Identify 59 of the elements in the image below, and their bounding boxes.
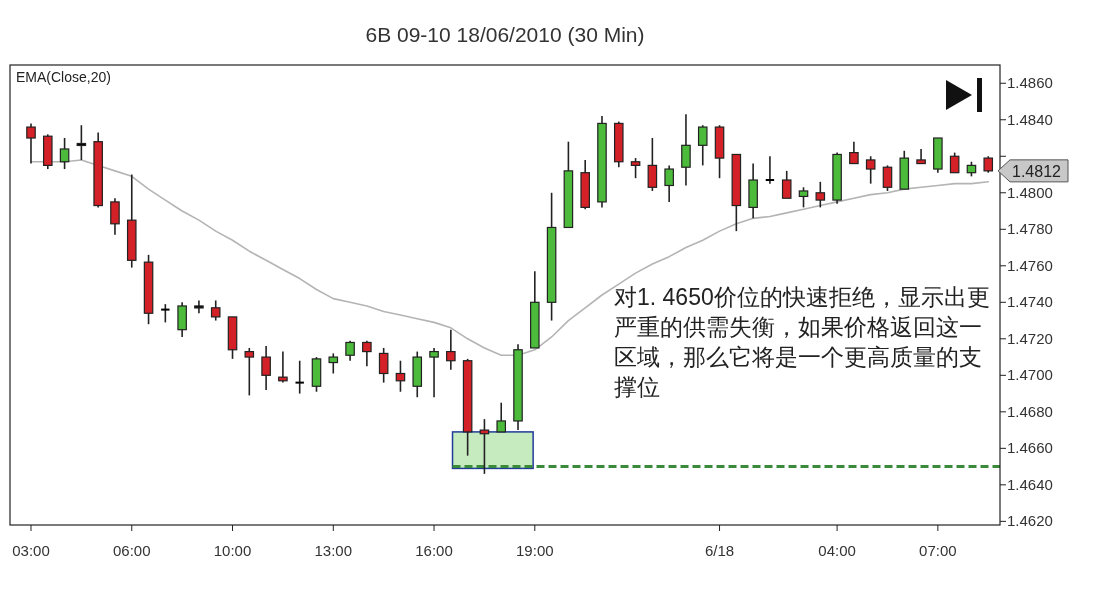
x-tick-label: 03:00 xyxy=(12,542,50,559)
candlestick xyxy=(210,299,221,322)
candlestick xyxy=(697,124,708,167)
y-tick-label: 1.4680 xyxy=(1007,402,1053,420)
candlestick xyxy=(160,303,171,324)
candlestick xyxy=(496,401,507,433)
candlestick xyxy=(26,122,36,165)
y-tick-label: 1.4860 xyxy=(1007,74,1053,92)
candlestick xyxy=(446,328,456,371)
x-tick-label: 10:00 xyxy=(213,542,252,559)
candlestick xyxy=(949,151,960,174)
candlestick xyxy=(815,181,826,209)
candlestick xyxy=(479,418,490,475)
candlestick xyxy=(865,155,876,185)
candlestick xyxy=(681,113,691,187)
candlestick xyxy=(294,359,305,395)
candlestick xyxy=(177,301,187,338)
candlestick xyxy=(328,352,339,375)
x-tick-label: 04:00 xyxy=(818,542,856,559)
candlestick xyxy=(278,350,288,384)
x-tick-label: 13:00 xyxy=(314,542,353,559)
candlestick xyxy=(781,170,792,200)
candlestick xyxy=(664,164,674,203)
text: 1.4812 xyxy=(1012,162,1062,180)
x-tick-label: 06:00 xyxy=(112,542,151,559)
candlestick xyxy=(378,347,389,384)
y-tick-label: 1.4780 xyxy=(1007,220,1053,238)
annotation: 对1. 4650价位的快速拒绝，显示出更严重的供需失衡，如果价格返回这一区域，那么它将是一个更高质量的支撑位 xyxy=(614,284,990,400)
y-tick-label: 1.4640 xyxy=(1007,475,1053,493)
x-tick-label: 07:00 xyxy=(919,542,957,559)
candlestick xyxy=(362,339,372,367)
candlestick xyxy=(882,164,893,192)
candlestick xyxy=(244,347,255,397)
candlestick xyxy=(261,345,271,391)
candlestick xyxy=(630,157,641,179)
candlestick xyxy=(395,359,406,393)
y-tick-label: 1.4740 xyxy=(1007,293,1053,311)
x-tick-label: 6/18 xyxy=(704,542,735,559)
x-tick-label: 16:00 xyxy=(415,542,453,559)
y-tick-label: 1.4700 xyxy=(1007,366,1053,384)
candlestick xyxy=(76,124,87,161)
y-tick-label: 1.4620 xyxy=(1007,512,1053,530)
y-tick-label: 1.4840 xyxy=(1007,110,1053,128)
x-tick-label: 19:00 xyxy=(516,542,554,559)
y-tick-label: 1.4720 xyxy=(1007,329,1053,347)
y-tick-label: 1.4760 xyxy=(1007,256,1053,274)
candlestick xyxy=(345,339,355,362)
chart-title: 6B 09-10 18/06/2010 (30 Min) xyxy=(365,23,645,46)
y-tick-label: 1.4660 xyxy=(1007,439,1053,457)
y-tick-label: 1.4800 xyxy=(1007,183,1053,201)
candlestick xyxy=(110,197,120,236)
candlestick xyxy=(429,347,439,399)
annotation: EMA(Close,20) xyxy=(16,69,111,85)
candlestick xyxy=(849,140,859,165)
candlestick xyxy=(764,155,776,185)
candlestick xyxy=(194,299,204,315)
candlestick xyxy=(59,137,70,170)
candlestick xyxy=(798,186,809,209)
candlestick xyxy=(647,137,658,192)
